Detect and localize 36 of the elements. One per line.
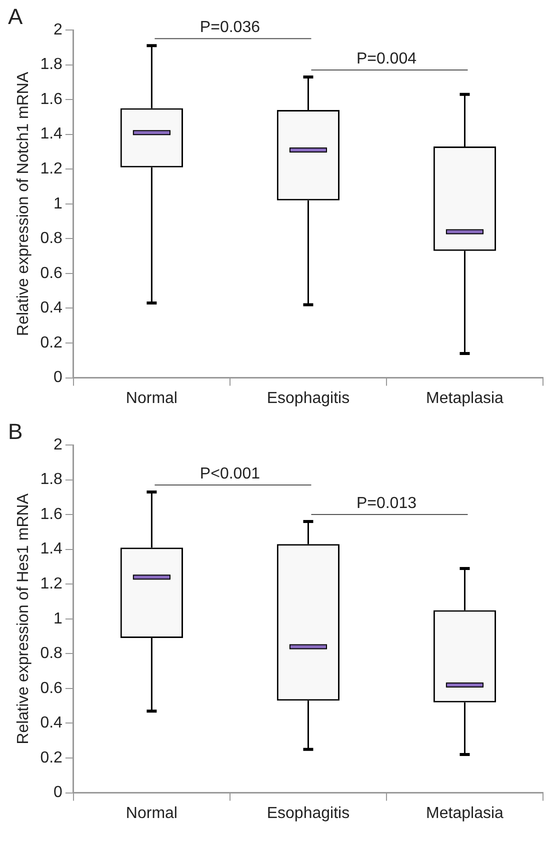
- y-tick-label: 0: [54, 784, 63, 802]
- chart-title: B: [8, 419, 23, 445]
- x-tick-label: Normal: [126, 390, 178, 407]
- y-tick-label: 1.2: [40, 160, 63, 178]
- annotation: P=0.036: [200, 19, 260, 36]
- y-tick-label: 0: [54, 369, 63, 386]
- y-tick-label: 2: [54, 436, 63, 454]
- y-tick-label: 0.8: [40, 230, 63, 248]
- annotation: P=0.013: [356, 494, 417, 512]
- y-tick-label: 0.8: [40, 645, 63, 662]
- y-tick-label: 1.4: [40, 540, 63, 558]
- y-axis-title: Relative expression of Notch1 mRNA: [15, 72, 32, 336]
- y-tick-label: 1: [54, 195, 63, 212]
- y-tick-label: 2: [54, 21, 63, 38]
- x-tick-label: Metaplasia: [426, 804, 504, 822]
- x-tick-label: Metaplasia: [426, 390, 504, 407]
- x-tick-label: Esophagitis: [266, 804, 350, 822]
- y-tick-label: 0.2: [40, 334, 63, 352]
- y-tick-label: 1.8: [40, 56, 63, 74]
- y-tick-label: 0.6: [40, 264, 63, 282]
- y-tick-label: 1.4: [40, 126, 63, 143]
- x-tick-label: Normal: [126, 804, 178, 822]
- y-tick-label: 0.6: [40, 680, 63, 697]
- y-tick-label: 1.6: [40, 90, 63, 108]
- annotation: P=0.004: [356, 50, 417, 68]
- y-tick-label: 1.8: [40, 471, 63, 488]
- y-axis-title: Relative expression of Hes1 mRNA: [15, 493, 32, 744]
- y-tick-label: 1: [54, 610, 63, 628]
- chart-title: A: [8, 4, 23, 30]
- y-tick-label: 0.4: [40, 714, 63, 732]
- y-tick-label: 0.2: [40, 749, 63, 766]
- y-tick-label: 1.6: [40, 506, 63, 523]
- y-tick-label: 0.4: [40, 300, 63, 317]
- y-tick-label: 1.2: [40, 576, 63, 593]
- x-tick-label: Esophagitis: [266, 390, 350, 407]
- annotation: P<0.001: [200, 465, 260, 482]
